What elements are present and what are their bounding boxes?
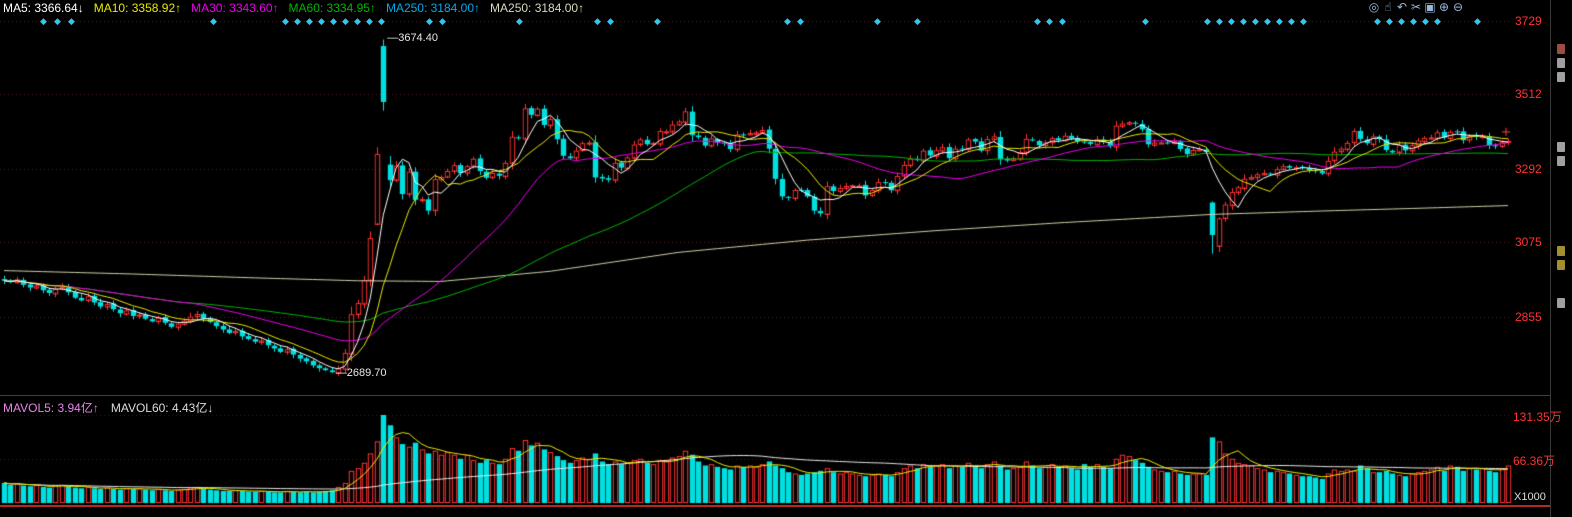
event-diamond-icon[interactable]: ◆ (874, 16, 881, 26)
event-diamond-icon[interactable]: ◆ (1288, 16, 1295, 26)
indicator-ma250b: MA250: 3184.00↑ (490, 1, 585, 15)
zoom-in-icon[interactable]: ⊕ (1438, 0, 1450, 14)
event-diamond-icon[interactable]: ◆ (439, 16, 446, 26)
indicator-ma30: MA30: 3343.60↑ (191, 1, 279, 15)
event-diamond-icon[interactable]: ◆ (654, 16, 661, 26)
event-diamond-icon[interactable]: ◆ (516, 16, 523, 26)
event-diamond-icon[interactable]: ◆ (797, 16, 804, 26)
price-axis-label: 3075 (1515, 235, 1542, 250)
event-diamond-icon[interactable]: ◆ (318, 16, 325, 26)
high-price-annotation: —3674.40 (387, 32, 438, 45)
event-diamond-icon[interactable]: ◆ (306, 16, 313, 26)
event-diamond-icon[interactable]: ◆ (914, 16, 921, 26)
indicator-mavol5: MAVOL5: 3.94亿↑ (3, 401, 99, 415)
price-axis-label: 3729 (1515, 14, 1542, 28)
indicator-ma250: MA250: 3184.00↑ (385, 1, 481, 15)
event-diamond-icon[interactable]: ◆ (1300, 16, 1307, 26)
indicator-ma10: MA10: 3358.92↑ (93, 1, 182, 15)
volume-axis-label: 66.36万 (1513, 453, 1556, 468)
event-diamond-icon[interactable]: ◆ (68, 16, 75, 26)
event-diamond-icon[interactable]: ◆ (607, 16, 614, 26)
event-diamond-icon[interactable]: ◆ (1410, 16, 1417, 26)
panel-divider (0, 395, 1550, 396)
low-price-annotation: —2689.70 (335, 366, 387, 379)
price-axis-label: 2855 (1515, 310, 1542, 324)
zoom-out-icon[interactable]: ⊖ (1452, 0, 1464, 14)
bottom-axis-line (0, 505, 1550, 507)
right-edge-mark (1557, 44, 1565, 54)
event-diamond-icon[interactable]: ◆ (1398, 16, 1405, 26)
event-diamond-icon[interactable]: ◆ (1434, 16, 1441, 26)
event-diamond-icon[interactable]: ◆ (1228, 16, 1235, 26)
volume-unit-label: X1000 (1514, 491, 1546, 503)
right-edge-mark (1557, 156, 1565, 166)
event-diamond-icon[interactable]: ◆ (1240, 16, 1247, 26)
event-diamond-icon[interactable]: ◆ (366, 16, 373, 26)
price-axis-label: 3512 (1515, 87, 1542, 102)
scissors-icon[interactable]: ✂ (1410, 0, 1422, 14)
event-diamond-icon[interactable]: ◆ (1374, 16, 1381, 26)
event-diamond-icon[interactable]: ◆ (1046, 16, 1053, 26)
event-diamond-icon[interactable]: ◆ (342, 16, 349, 26)
event-diamond-icon[interactable]: ◆ (330, 16, 337, 26)
event-diamond-icon[interactable]: ◆ (784, 16, 791, 26)
right-edge-mark (1557, 260, 1565, 270)
right-edge-mark (1557, 246, 1565, 256)
right-edge-mark (1557, 58, 1565, 68)
event-diamond-icon[interactable]: ◆ (1264, 16, 1271, 26)
chart-toolbar: ◎ ☝ ↶ ✂ ▣ ⊕ ⊖ (1368, 0, 1464, 15)
event-diamond-icon[interactable]: ◆ (1204, 16, 1211, 26)
volume-axis-label: 131.35万 (1513, 410, 1562, 424)
event-diamond-icon[interactable]: ◆ (1252, 16, 1259, 26)
event-diamond-icon[interactable]: ◆ (426, 16, 433, 26)
hand-icon[interactable]: ☝ (1384, 0, 1392, 14)
event-diamond-icon[interactable]: ◆ (1422, 16, 1429, 26)
eye-icon[interactable]: ◎ (1368, 0, 1380, 14)
event-diamond-icon[interactable]: ◆ (294, 16, 301, 26)
event-diamond-icon[interactable]: ◆ (40, 16, 47, 26)
event-diamond-icon[interactable]: ◆ (1386, 16, 1393, 26)
event-diamond-icon[interactable]: ◆ (1216, 16, 1223, 26)
event-diamond-icon[interactable]: ◆ (378, 16, 385, 26)
event-diamond-icon[interactable]: ◆ (1474, 16, 1481, 26)
indicator-mavol60: MAVOL60: 4.43亿↓ (110, 401, 214, 415)
event-diamond-icon[interactable]: ◆ (1059, 16, 1066, 26)
indicator-ma60: MA60: 3334.95↑ (288, 1, 376, 15)
event-diamond-icon[interactable]: ◆ (1142, 16, 1149, 26)
ma-indicator-bar: MA5: 3366.64↓ MA10: 3358.92↑ MA30: 3343.60… (3, 1, 584, 16)
price-axis-label: 3292 (1515, 162, 1542, 176)
event-diamond-icon[interactable]: ◆ (282, 16, 289, 26)
right-edge-mark (1557, 142, 1565, 152)
right-edge-mark (1557, 298, 1565, 308)
volume-indicator-bar: MAVOL5: 3.94亿↑ MAVOL60: 4.43亿↓ (3, 399, 213, 416)
event-diamond-icon[interactable]: ◆ (54, 16, 61, 26)
overlap-window-icon[interactable]: ▣ (1424, 0, 1436, 14)
event-diamond-icon[interactable]: ◆ (1276, 16, 1283, 26)
event-diamond-icon[interactable]: ◆ (354, 16, 361, 26)
event-diamond-icon[interactable]: ◆ (594, 16, 601, 26)
right-edge-mark (1557, 72, 1565, 82)
event-diamond-icon[interactable]: ◆ (1034, 16, 1041, 26)
undo-icon[interactable]: ↶ (1396, 0, 1408, 14)
indicator-ma5: MA5: 3366.64↓ (3, 1, 84, 15)
right-panel-border (1550, 0, 1551, 517)
event-diamond-icon[interactable]: ◆ (210, 16, 217, 26)
